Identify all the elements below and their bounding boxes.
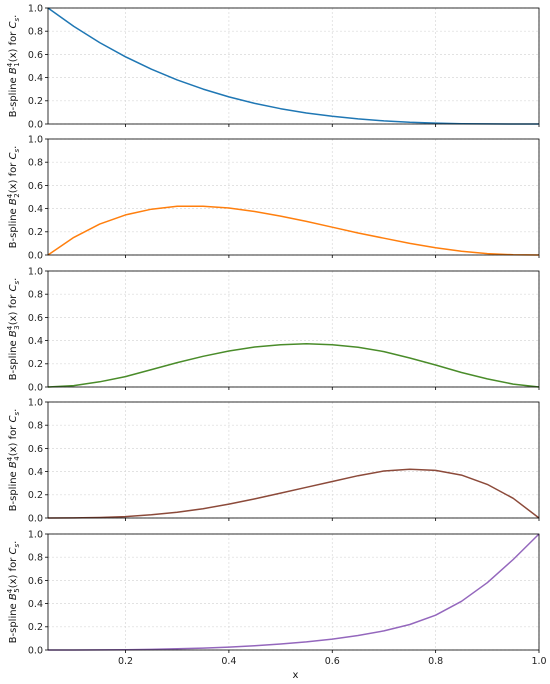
y-axis-label-part: 1 — [13, 62, 21, 66]
y-axis-label-part: B-spline — [8, 74, 19, 117]
x-tick-label: 0.8 — [428, 656, 443, 667]
y-axis-label-part: s — [13, 280, 21, 284]
y-axis-label-part: 5 — [13, 588, 21, 592]
y-axis-label-part: 4 — [6, 62, 14, 67]
x-axis-label: x — [293, 670, 299, 681]
y-tick-label: 0.8 — [28, 158, 43, 169]
y-axis-label-part: (x) for — [8, 291, 19, 325]
x-tick-label: 0.6 — [325, 656, 340, 667]
y-axis-label-part: (x) for — [8, 554, 19, 588]
y-tick-label: 0.8 — [28, 421, 43, 432]
y-tick-label: 0.2 — [28, 622, 43, 633]
axes-frame — [47, 401, 540, 519]
y-tick-label: 0.6 — [28, 181, 43, 192]
y-tick-label: 0.4 — [28, 599, 43, 610]
y-axis-label-part: C — [8, 547, 19, 554]
subplot-3: 0.0 0.2 0.4 0.6 0.8 1.0 B-spline B43(x) for Cs… — [6, 266, 540, 393]
y-tick-label: 0.6 — [28, 444, 43, 455]
y-axis-label-part: 4 — [6, 456, 14, 461]
subplot-1: 0.0 0.2 0.4 0.6 0.8 1.0 B-spline B41(x) for Cs… — [6, 3, 540, 130]
y-axis-label-part: s — [13, 411, 21, 415]
y-tick-label: 0.6 — [28, 576, 43, 587]
y-tick-label: 0.4 — [28, 336, 43, 347]
y-tick-label: 1.0 — [28, 3, 43, 14]
y-axis-label: B-spline B44(x) for Cs. — [6, 409, 21, 512]
series-line-2 — [47, 205, 540, 256]
y-axis-label-part: B — [8, 330, 19, 337]
y-axis-label-part: 4 — [6, 193, 14, 198]
axes-frame — [47, 7, 540, 125]
y-tick-label: 0.8 — [28, 27, 43, 38]
subplot-5: 0.0 0.2 0.4 0.6 0.8 1.0 0.2 0.4 0.6 0.8 1.0 x B-spli… — [6, 529, 547, 681]
series-line-1 — [47, 7, 539, 125]
x-tick-label: 0.4 — [221, 656, 236, 667]
y-axis-label-part: B-spline — [8, 600, 19, 643]
y-axis-label-part: (x) for — [8, 28, 19, 62]
axes-frame — [47, 270, 540, 388]
y-tick-label: 0.6 — [28, 50, 43, 61]
y-tick-label: 0.0 — [28, 250, 43, 261]
y-tick-label: 1.0 — [28, 266, 43, 277]
y-axis-label-part: C — [8, 415, 19, 422]
y-axis-label-part: 4 — [6, 588, 14, 593]
axes-frame — [47, 138, 540, 256]
y-axis-label-part: s — [13, 543, 21, 547]
series-line-5 — [48, 533, 540, 651]
y-axis-label-part: (x) for — [8, 159, 19, 193]
y-axis-label-part: (x) for — [8, 422, 19, 456]
y-axis-label-part: B — [8, 198, 19, 205]
y-axis-label-part: C — [8, 21, 19, 28]
y-axis-label-part: . — [8, 146, 19, 149]
y-axis-label-part: . — [8, 541, 19, 544]
y-tick-label: 0.0 — [28, 119, 43, 130]
y-tick-label: 1.0 — [28, 397, 43, 408]
subplot-4: 0.0 0.2 0.4 0.6 0.8 1.0 B-spline B44(x) for Cs… — [6, 397, 540, 524]
y-axis-label-part: B — [8, 593, 19, 600]
series-line-4 — [47, 468, 540, 519]
y-axis-label-part: B-spline — [8, 205, 19, 248]
y-axis-label: B-spline B41(x) for Cs. — [6, 15, 21, 118]
y-axis-label: B-spline B43(x) for Cs. — [6, 278, 21, 381]
x-tick-label: 0.2 — [118, 656, 133, 667]
axes-frame — [47, 533, 540, 651]
y-tick-label: 0.0 — [28, 382, 43, 393]
y-axis-label-part: B — [8, 461, 19, 468]
y-tick-label: 0.2 — [28, 96, 43, 107]
y-tick-label: 0.4 — [28, 73, 43, 84]
y-axis-label-part: B-spline — [8, 337, 19, 380]
y-axis-label-part: . — [8, 278, 19, 281]
y-tick-label: 0.2 — [28, 359, 43, 370]
series-line-3 — [47, 343, 540, 388]
subplot-2: 0.0 0.2 0.4 0.6 0.8 1.0 B-spline B42(x) for Cs… — [6, 134, 540, 261]
y-tick-label: 0.2 — [28, 227, 43, 238]
y-axis-label-part: . — [8, 409, 19, 412]
y-axis-label-part: B-spline — [8, 468, 19, 511]
y-axis-label: B-spline B45(x) for Cs. — [6, 541, 21, 644]
y-axis-label-part: C — [8, 152, 19, 159]
y-axis-label-part: B — [8, 67, 19, 74]
x-tick-label: 1.0 — [531, 656, 546, 667]
y-tick-label: 0.4 — [28, 204, 43, 215]
y-axis-label-part: . — [8, 15, 19, 18]
y-axis-label-part: s — [13, 17, 21, 21]
y-axis-label-part: 4 — [6, 325, 14, 330]
y-tick-label: 0.0 — [28, 645, 43, 656]
y-tick-label: 1.0 — [28, 134, 43, 145]
y-axis-label: B-spline B42(x) for Cs. — [6, 146, 21, 249]
y-tick-label: 0.4 — [28, 467, 43, 478]
y-tick-label: 0.6 — [28, 313, 43, 324]
y-tick-label: 1.0 — [28, 529, 43, 540]
y-tick-label: 0.2 — [28, 490, 43, 501]
y-tick-label: 0.8 — [28, 553, 43, 564]
y-axis-label-part: s — [13, 148, 21, 152]
y-tick-label: 0.0 — [28, 513, 43, 524]
y-axis-label-part: 3 — [13, 325, 21, 329]
y-axis-label-part: C — [8, 284, 19, 291]
y-axis-label-part: 4 — [13, 456, 21, 461]
y-tick-label: 0.8 — [28, 290, 43, 301]
y-axis-label-part: 2 — [13, 193, 21, 197]
